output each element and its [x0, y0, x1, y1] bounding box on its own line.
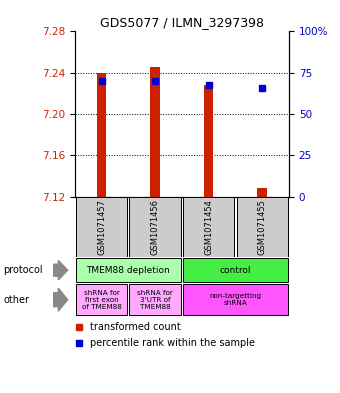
FancyArrow shape	[53, 288, 68, 311]
Bar	[76, 284, 127, 315]
Bar	[183, 197, 234, 257]
Bar	[130, 197, 181, 257]
Bar	[76, 197, 127, 257]
Text: shRNA for
3'UTR of
TMEM88: shRNA for 3'UTR of TMEM88	[137, 290, 173, 310]
Text: GSM1071457: GSM1071457	[97, 199, 106, 255]
Text: other: other	[3, 295, 29, 305]
Text: GSM1071456: GSM1071456	[151, 199, 159, 255]
Title: GDS5077 / ILMN_3297398: GDS5077 / ILMN_3297398	[100, 16, 264, 29]
Bar	[150, 66, 160, 196]
Text: control: control	[220, 266, 251, 275]
Bar	[97, 73, 106, 196]
Text: protocol: protocol	[3, 265, 43, 275]
Text: percentile rank within the sample: percentile rank within the sample	[90, 338, 255, 348]
Text: transformed count: transformed count	[90, 322, 181, 332]
FancyArrow shape	[53, 261, 68, 280]
Bar	[237, 197, 288, 257]
Text: shRNA for
first exon
of TMEM88: shRNA for first exon of TMEM88	[82, 290, 121, 310]
Text: non-targetting
shRNA: non-targetting shRNA	[209, 293, 261, 306]
Bar	[183, 259, 288, 282]
Text: TMEM88 depletion: TMEM88 depletion	[86, 266, 170, 275]
Text: GSM1071454: GSM1071454	[204, 199, 213, 255]
Bar	[257, 188, 267, 196]
Bar	[130, 284, 181, 315]
Bar	[76, 259, 181, 282]
Text: GSM1071455: GSM1071455	[258, 199, 267, 255]
Bar	[204, 85, 214, 196]
Bar	[183, 284, 288, 315]
